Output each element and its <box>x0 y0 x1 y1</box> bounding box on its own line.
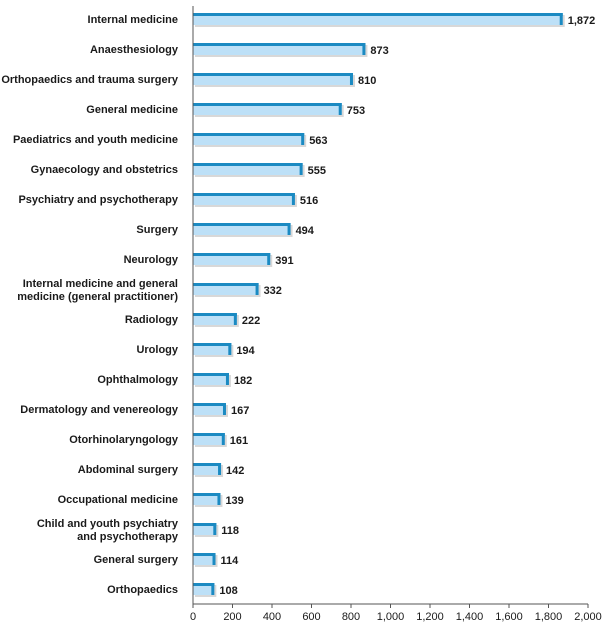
category-label: Radiology <box>125 314 179 326</box>
category-label: Orthopaedics <box>107 584 178 596</box>
category-label: Abdominal surgery <box>78 464 179 476</box>
value-label: 118 <box>221 525 239 537</box>
value-label: 1,872 <box>568 15 596 27</box>
value-label: 182 <box>234 375 252 387</box>
category-label: General surgery <box>94 554 179 566</box>
category-label: Neurology <box>124 254 179 266</box>
value-label: 194 <box>236 345 255 357</box>
horizontal-bar-chart: Internal medicine Anaesthesiology Orthopae… <box>0 0 606 627</box>
bar-end-cap <box>211 583 214 595</box>
category-label: Psychiatry and psychotherapy <box>18 194 178 206</box>
value-label: 391 <box>275 255 293 267</box>
bar-top-edge <box>193 553 216 556</box>
value-label: 555 <box>308 165 326 177</box>
x-tick-label: 1,000 <box>377 611 405 623</box>
bar-top-edge <box>193 283 259 286</box>
bar-top-edge <box>193 43 365 46</box>
category-label: Surgery <box>136 224 178 236</box>
value-label: 222 <box>242 315 260 327</box>
bar-top-edge <box>193 583 214 586</box>
value-label: 332 <box>264 285 282 297</box>
x-tick-label: 1,600 <box>495 611 523 623</box>
x-tick-label: 200 <box>223 611 241 623</box>
bar-end-cap <box>223 403 226 415</box>
bar-end-cap <box>222 433 225 445</box>
bar-top-edge <box>193 253 270 256</box>
bar-top-edge <box>193 403 226 406</box>
value-label: 114 <box>221 555 240 567</box>
bar-end-cap <box>256 283 259 295</box>
x-tick-label: 400 <box>263 611 281 623</box>
bar-end-cap <box>213 553 216 565</box>
bar-end-cap <box>267 253 270 265</box>
value-label: 810 <box>358 75 376 87</box>
category-label: Urology <box>136 344 178 356</box>
value-label: 494 <box>296 225 315 237</box>
bar-top-edge <box>193 103 342 106</box>
x-tick-label: 1,800 <box>535 611 563 623</box>
category-label: Ophthalmology <box>97 374 179 386</box>
bar-end-cap <box>226 373 229 385</box>
bar-top-edge <box>193 193 295 196</box>
value-label: 108 <box>219 585 237 597</box>
value-label: 161 <box>230 435 248 447</box>
x-tick-label: 1,400 <box>456 611 484 623</box>
bar-end-cap <box>288 223 291 235</box>
bar-top-edge <box>193 433 225 436</box>
x-tick-label: 600 <box>302 611 320 623</box>
bar-top-edge <box>193 133 304 136</box>
bar-top-edge <box>193 493 220 496</box>
value-label: 167 <box>231 405 249 417</box>
category-label: Occupational medicine <box>58 494 178 506</box>
value-label: 139 <box>225 495 243 507</box>
bar-top-edge <box>193 313 237 316</box>
bar-end-cap <box>560 13 563 25</box>
x-tick-label: 0 <box>190 611 196 623</box>
bar-end-cap <box>218 463 221 475</box>
bar-end-cap <box>228 343 231 355</box>
bar-top-edge <box>193 73 353 76</box>
bar-end-cap <box>217 493 220 505</box>
bar-end-cap <box>350 73 353 85</box>
category-label: General medicine <box>86 104 178 116</box>
value-label: 516 <box>300 195 318 207</box>
x-tick-label: 800 <box>342 611 360 623</box>
bar-end-cap <box>362 43 365 55</box>
bar-end-cap <box>301 133 304 145</box>
bar-end-cap <box>339 103 342 115</box>
x-tick-label: 2,000 <box>574 611 602 623</box>
bar-end-cap <box>300 163 303 175</box>
bar-top-edge <box>193 223 291 226</box>
value-labels: 1,872 873 810 753 563 555 516 494 391 332 222 194 18… <box>219 15 595 597</box>
category-label: Paediatrics and youth medicine <box>13 134 178 146</box>
bar-top-edge <box>193 343 231 346</box>
category-labels: Internal medicine Anaesthesiology Orthopae… <box>1 14 179 596</box>
bar-end-cap <box>234 313 237 325</box>
bar-top-edge <box>193 163 303 166</box>
bar-top-edge <box>193 373 229 376</box>
category-label: Internal medicine <box>88 14 178 26</box>
x-tick-label: 1,200 <box>416 611 444 623</box>
category-label: Child and youth psychiatry and psychother… <box>37 518 179 543</box>
value-label: 873 <box>370 45 388 57</box>
bars <box>193 13 563 595</box>
bar-top-edge <box>193 523 216 526</box>
category-label: Otorhinolaryngology <box>69 434 179 446</box>
bar-shadows <box>195 15 565 597</box>
category-label: Anaesthesiology <box>90 44 179 56</box>
category-label: Internal medicine and general medicine (g… <box>17 278 178 303</box>
category-label: Dermatology and venereology <box>20 404 179 416</box>
value-label: 142 <box>226 465 244 477</box>
value-label: 753 <box>347 105 365 117</box>
value-label: 563 <box>309 135 327 147</box>
category-label: Gynaecology and obstetrics <box>31 164 178 176</box>
category-label: Orthopaedics and trauma surgery <box>1 74 179 86</box>
bar-end-cap <box>292 193 295 205</box>
bar-top-edge <box>193 463 221 466</box>
bar-top-edge <box>193 13 563 16</box>
bar-end-cap <box>213 523 216 535</box>
